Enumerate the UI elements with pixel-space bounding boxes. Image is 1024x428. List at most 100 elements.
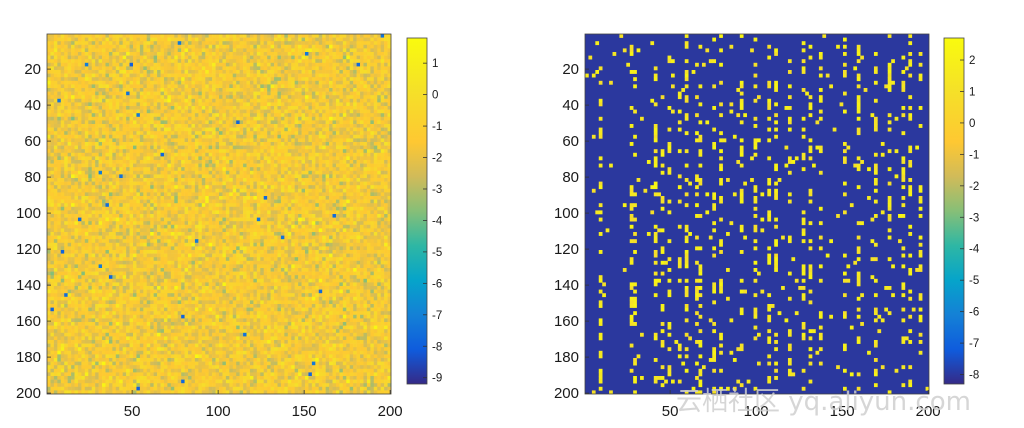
heatmap-cell — [284, 156, 289, 161]
heatmap-cell — [311, 62, 316, 67]
heatmap-cell — [208, 77, 213, 82]
heatmap-cell — [57, 160, 62, 164]
heatmap-cell — [360, 199, 364, 204]
heatmap-cell — [133, 142, 137, 146]
heatmap-cell — [249, 170, 254, 175]
heatmap-cell — [277, 62, 282, 67]
heatmap-cell — [294, 170, 299, 175]
heatmap-cell — [332, 91, 337, 96]
heatmap-cell — [146, 174, 151, 179]
heatmap-cell — [267, 203, 271, 208]
heatmap-cell — [384, 134, 388, 139]
heatmap-cell — [174, 188, 179, 193]
heatmap-cell — [74, 77, 79, 82]
heatmap-cell — [184, 66, 189, 71]
heatmap-cell — [356, 55, 361, 60]
heatmap-cell — [284, 210, 289, 215]
heatmap-cell — [194, 152, 199, 157]
heatmap-cell — [380, 95, 385, 100]
heatmap-cell — [246, 156, 251, 161]
heatmap-cell — [108, 95, 113, 100]
heatmap-cell — [346, 109, 351, 114]
heatmap-cell — [318, 44, 323, 49]
heatmap-cell — [236, 102, 240, 107]
heatmap-cell — [239, 145, 244, 150]
heatmap-cell — [339, 55, 344, 60]
heatmap-cell — [325, 178, 330, 182]
heatmap-cell — [126, 59, 130, 64]
heatmap-cell — [163, 73, 168, 78]
heatmap-cell — [112, 149, 117, 154]
heatmap-cell — [177, 127, 182, 132]
heatmap-cell — [287, 102, 292, 107]
heatmap-cell — [198, 149, 203, 154]
heatmap-cell — [198, 106, 203, 110]
heatmap-cell — [373, 88, 378, 92]
heatmap-cell — [98, 178, 103, 182]
heatmap-cell — [64, 70, 68, 74]
heatmap-cell — [133, 178, 137, 182]
heatmap-cell — [346, 124, 351, 128]
heatmap-cell — [112, 124, 117, 128]
heatmap-cell — [225, 124, 230, 128]
heatmap-cell — [325, 55, 330, 60]
heatmap-cell — [222, 131, 227, 136]
heatmap-cell — [339, 124, 344, 128]
heatmap-cell — [384, 70, 388, 74]
heatmap-cell — [377, 109, 381, 114]
heatmap-cell — [95, 142, 99, 146]
heatmap-cell — [212, 70, 216, 74]
heatmap-cell — [77, 70, 82, 74]
heatmap-cell — [95, 152, 99, 157]
heatmap-cell — [219, 106, 223, 110]
heatmap-cell — [287, 106, 292, 110]
heatmap-cell — [308, 59, 313, 64]
heatmap-cell — [50, 138, 55, 143]
heatmap-cell — [243, 206, 247, 211]
heatmap-cell — [191, 70, 196, 74]
heatmap-cell — [315, 124, 320, 128]
heatmap-cell — [225, 174, 230, 179]
heatmap-cell — [329, 174, 333, 179]
heatmap-cell — [377, 113, 381, 118]
heatmap-cell — [105, 149, 110, 154]
heatmap-cell — [380, 59, 385, 64]
heatmap-cell — [280, 138, 285, 143]
heatmap-cell — [146, 116, 151, 121]
heatmap-cell — [387, 88, 392, 92]
heatmap-cell — [205, 142, 209, 146]
heatmap-cell — [270, 138, 275, 143]
heatmap-cell — [139, 199, 144, 204]
heatmap-cell — [243, 181, 247, 186]
heatmap-cell — [308, 196, 313, 200]
heatmap-cell — [318, 152, 323, 157]
heatmap-cell — [219, 145, 223, 150]
heatmap-cell — [284, 134, 289, 139]
heatmap-cell — [335, 84, 340, 89]
heatmap-cell — [115, 62, 120, 67]
heatmap-cell — [188, 109, 192, 114]
heatmap-cell — [294, 37, 299, 42]
heatmap-cell — [291, 149, 295, 154]
heatmap-cell — [377, 131, 381, 136]
heatmap-cell — [280, 167, 285, 172]
heatmap-cell — [208, 109, 213, 114]
heatmap-cell — [291, 52, 295, 56]
heatmap-cell — [167, 113, 172, 118]
heatmap-cell — [346, 174, 351, 179]
heatmap-cell — [139, 44, 144, 49]
heatmap-cell — [74, 106, 79, 110]
heatmap-cell — [115, 55, 120, 60]
heatmap-cell — [174, 163, 179, 168]
heatmap-cell — [284, 138, 289, 143]
heatmap-cell — [146, 134, 151, 139]
heatmap-cell — [363, 156, 368, 161]
heatmap-cell — [105, 98, 110, 103]
heatmap-cell — [249, 196, 254, 200]
heatmap-cell — [201, 192, 206, 197]
heatmap-cell — [64, 37, 68, 42]
heatmap-cell — [274, 196, 278, 200]
heatmap-cell — [47, 145, 51, 150]
heatmap-cell — [163, 185, 168, 190]
heatmap-cell — [170, 120, 175, 125]
